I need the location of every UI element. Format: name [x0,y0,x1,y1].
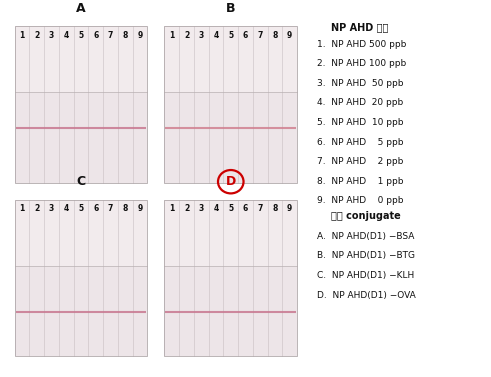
Text: 9: 9 [287,204,292,213]
Text: 5: 5 [79,31,83,40]
Text: A.  NP AHD(D1) −BSA: A. NP AHD(D1) −BSA [317,232,414,241]
Bar [164,200,297,265]
Text: 4: 4 [64,31,69,40]
Bar [15,26,147,183]
Text: 3: 3 [199,31,204,40]
Text: 1: 1 [169,31,174,40]
Bar [15,265,147,356]
Bar [15,26,147,92]
Bar [164,265,297,356]
Text: 9: 9 [287,31,292,40]
Text: 6: 6 [93,31,98,40]
Text: 2: 2 [34,204,39,213]
Text: B: B [226,2,236,15]
Text: 9: 9 [137,204,142,213]
Text: 5.  NP AHD  10 ppb: 5. NP AHD 10 ppb [317,118,403,127]
Text: 8: 8 [123,204,128,213]
Text: B.  NP AHD(D1) −BTG: B. NP AHD(D1) −BTG [317,251,415,261]
Text: 5: 5 [228,204,233,213]
Text: 7: 7 [108,204,113,213]
Text: 3: 3 [49,31,54,40]
Bar [15,92,147,183]
Text: 8: 8 [273,31,277,40]
Text: D: D [226,175,236,188]
Text: NP AHD 농도: NP AHD 농도 [331,23,389,33]
Text: 항원 conjugate: 항원 conjugate [331,211,401,221]
Text: 6: 6 [243,31,248,40]
Text: C.  NP AHD(D1) −KLH: C. NP AHD(D1) −KLH [317,271,414,280]
Text: 7.  NP AHD    2 ppb: 7. NP AHD 2 ppb [317,157,403,166]
Text: 8: 8 [273,204,277,213]
Text: 3.  NP AHD  50 ppb: 3. NP AHD 50 ppb [317,79,403,88]
Text: 2: 2 [184,204,189,213]
Text: 3: 3 [49,204,54,213]
Text: 6: 6 [243,204,248,213]
Text: 2.  NP AHD 100 ppb: 2. NP AHD 100 ppb [317,59,406,68]
Text: 9: 9 [137,31,142,40]
Text: 6: 6 [93,204,98,213]
Text: D.  NP AHD(D1) −OVA: D. NP AHD(D1) −OVA [317,291,415,300]
Text: 2: 2 [34,31,39,40]
Text: 7: 7 [258,31,263,40]
Text: 3: 3 [199,204,204,213]
Text: 5: 5 [228,31,233,40]
Text: 9.  NP AHD    0 ppb: 9. NP AHD 0 ppb [317,196,403,205]
Bar [15,200,147,265]
Bar [164,200,297,356]
Text: 1: 1 [20,31,25,40]
Text: 4: 4 [214,31,218,40]
Text: 8.  NP AHD    1 ppb: 8. NP AHD 1 ppb [317,177,403,186]
Text: 4: 4 [214,204,218,213]
Bar [15,200,147,356]
Text: 1.  NP AHD 500 ppb: 1. NP AHD 500 ppb [317,40,406,49]
Text: 2: 2 [184,31,189,40]
Text: A: A [76,2,86,15]
Bar [164,26,297,92]
Text: 7: 7 [258,204,263,213]
Text: 7: 7 [108,31,113,40]
Bar [164,26,297,183]
Text: 4.  NP AHD  20 ppb: 4. NP AHD 20 ppb [317,98,403,107]
Text: 1: 1 [169,204,174,213]
Text: 8: 8 [123,31,128,40]
Bar [164,92,297,183]
Text: 6.  NP AHD    5 ppb: 6. NP AHD 5 ppb [317,138,403,147]
Text: 1: 1 [20,204,25,213]
Text: 4: 4 [64,204,69,213]
Text: C: C [77,175,85,188]
Text: 5: 5 [79,204,83,213]
